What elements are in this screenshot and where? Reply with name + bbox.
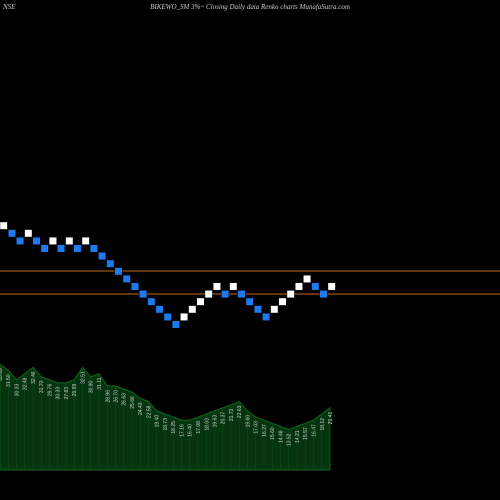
renko-brick-down — [245, 297, 254, 306]
renko-brick-down — [57, 244, 66, 253]
volume-label: 31.50 — [6, 374, 12, 387]
volume-label: 26.63 — [122, 393, 128, 406]
renko-brick-up — [295, 282, 303, 291]
renko-brick-down — [319, 290, 328, 298]
volume-label: 19.40 — [155, 415, 161, 428]
volume-label: 29.99 — [72, 384, 78, 397]
renko-brick-down — [253, 305, 262, 314]
renko-brick-up — [196, 297, 205, 306]
volume-label: 16.47 — [312, 424, 318, 437]
volume-label: 18.03 — [204, 418, 210, 431]
renko-brick-up — [0, 221, 8, 230]
volume-label: 20.37 — [221, 412, 227, 425]
renko-brick-up — [327, 282, 336, 291]
renko-brick-up — [65, 236, 74, 245]
renko-brick-down — [114, 267, 123, 276]
volume-label: 14.48 — [279, 430, 285, 443]
level-lines — [0, 270, 500, 295]
volume-label: 22.58 — [147, 405, 153, 418]
volume-label: 19.60 — [246, 415, 252, 428]
volume-label: 30.33 — [56, 387, 62, 400]
renko-brick-down — [262, 313, 270, 321]
volume-label: 18.73 — [163, 418, 169, 431]
volume-label: 13.52 — [287, 433, 293, 446]
volume-label: 18.25 — [171, 421, 177, 434]
volume-label: 32.48 — [23, 377, 29, 390]
chart-header: NSE BIKEWO_SM 3%~ Closing Daily data Ren… — [0, 0, 500, 16]
renko-brick-up — [188, 305, 197, 314]
volume-label: 14.21 — [295, 430, 301, 443]
renko-brick-down — [122, 275, 131, 283]
renko-brick-up — [81, 236, 90, 245]
volume-label: 18.12 — [320, 418, 326, 431]
renko-brick-up — [229, 282, 238, 291]
renko-brick-down — [16, 236, 24, 245]
renko-brick-up — [24, 229, 33, 238]
volume-label: 22.63 — [237, 405, 243, 418]
renko-brick-down — [130, 282, 139, 291]
volume-label: 16.40 — [188, 424, 194, 437]
volume-label: 26.70 — [114, 390, 120, 403]
volume-label: 32.46 — [31, 371, 37, 384]
volume-label: 16.27 — [262, 424, 268, 437]
renko-brick-down — [139, 290, 147, 298]
volume-label: 25.66 — [130, 396, 136, 409]
renko-brick-down — [32, 236, 41, 245]
exchange-label: NSE — [3, 3, 16, 11]
renko-brick-down — [147, 297, 156, 306]
renko-brick-up — [180, 313, 188, 321]
renko-brick-up — [204, 290, 213, 298]
renko-brick-down — [155, 305, 164, 314]
volume-label: 30.90 — [89, 380, 95, 393]
renko-brick-down — [89, 244, 98, 253]
renko-brick-down — [73, 244, 82, 253]
volume-label: 19.63 — [213, 415, 219, 428]
volume-label: 20.41 — [328, 412, 334, 425]
renko-brick-down — [163, 313, 172, 321]
volume-label: 15.60 — [270, 427, 276, 440]
volume-label: 30.33 — [15, 384, 21, 397]
renko-brick-down — [237, 290, 246, 298]
volume-label: 17.08 — [196, 421, 202, 434]
volume-label: 32.51 — [81, 371, 87, 384]
renko-brick-down — [221, 290, 229, 298]
volume-label: 28.96 — [105, 390, 111, 403]
renko-brick-down — [171, 320, 180, 329]
renko-brick-down — [311, 282, 320, 291]
volume-label: 33.69 — [0, 368, 4, 381]
renko-brick-up — [278, 297, 287, 306]
chart-title: BIKEWO_SM 3%~ Closing Daily data Renko c… — [150, 3, 350, 11]
volume-label: 31.11 — [97, 377, 103, 389]
volume-label: 21.73 — [229, 408, 235, 421]
volume-label: 17.16 — [180, 424, 186, 437]
renko-brick-up — [49, 236, 57, 245]
volume-label: 24.43 — [138, 402, 144, 415]
volume-label: 17.03 — [254, 421, 260, 434]
volume-label: 31.70 — [39, 380, 45, 393]
renko-bricks — [0, 221, 336, 329]
renko-brick-down — [40, 244, 49, 253]
renko-brick-up — [286, 290, 295, 298]
renko-brick-down — [106, 259, 115, 268]
volume-area — [0, 363, 331, 471]
volume-label: 27.83 — [64, 387, 70, 400]
renko-brick-up — [303, 275, 311, 283]
volume-label: 29.76 — [48, 384, 54, 397]
renko-brick-up — [212, 282, 221, 291]
renko-brick-up — [270, 305, 279, 314]
volume-label: 15.57 — [303, 427, 309, 440]
renko-brick-down — [98, 252, 107, 260]
renko-brick-down — [7, 229, 16, 238]
